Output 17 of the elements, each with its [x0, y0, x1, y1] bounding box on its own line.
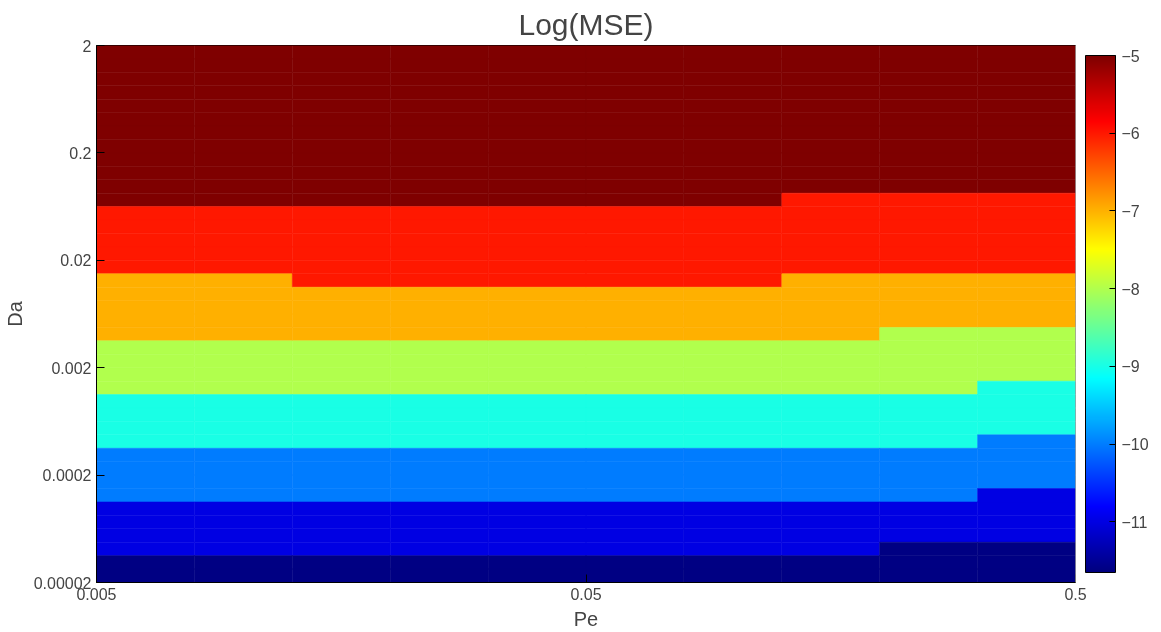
color-bar-label: −8: [1121, 280, 1140, 298]
y-tick-label: 0.002: [51, 359, 92, 377]
color-bar-label: −6: [1121, 125, 1140, 143]
color-bar-label: −11: [1121, 513, 1148, 531]
chart-title: Log(MSE): [518, 7, 654, 41]
color-bar-label: −7: [1121, 202, 1140, 220]
color-bar-label: −9: [1121, 358, 1140, 376]
y-axis-title: Da: [3, 300, 26, 327]
color-bar-label: −10: [1121, 436, 1149, 454]
y-tick-label: 2: [82, 37, 92, 55]
y-tick-label: 0.02: [60, 252, 92, 270]
x-tick-label: 0.5: [1064, 585, 1087, 603]
x-axis-title: Pe: [573, 607, 599, 630]
y-tick-label: 0.2: [69, 144, 92, 162]
color-bar-label: −5: [1121, 47, 1140, 65]
x-tick-label: 0.05: [570, 585, 602, 603]
y-tick-label: 0.0002: [42, 467, 92, 485]
